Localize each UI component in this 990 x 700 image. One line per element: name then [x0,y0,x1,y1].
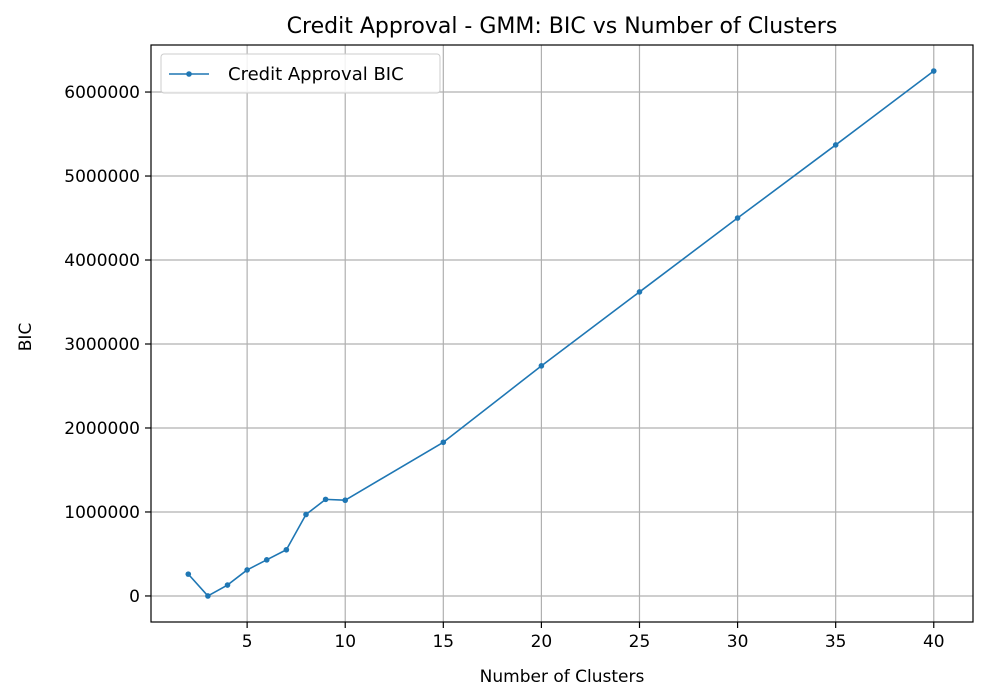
data-point [440,439,447,446]
data-point [322,496,329,503]
y-tick-label: 2000000 [64,419,140,439]
x-tick-label: 10 [334,632,356,652]
y-tick-label: 1000000 [64,503,140,523]
x-tick-label: 30 [727,632,749,652]
data-point [342,497,349,504]
legend-box [160,53,441,94]
data-point [303,511,309,518]
data-point [930,68,937,74]
ticks: 5 10 15 20 25 30 35 40 0 1000000 2000000 3000000 400… [64,83,944,652]
plot-frame [150,44,974,623]
data-point [636,289,643,295]
y-tick-label: 3000000 [64,335,140,355]
data-point [734,215,741,221]
chart-title: Credit Approval - GMM: BIC vs Number of … [287,14,838,39]
legend-entry: Credit Approval BIC [228,64,404,85]
y-axis-label: BIC [16,323,36,352]
y-tick-label: 6000000 [64,83,140,103]
x-tick-label: 35 [825,632,847,652]
x-tick-label: 40 [923,632,945,652]
series-layer [185,68,937,599]
data-point [283,546,290,553]
data-point [263,557,270,563]
data-point [538,363,545,369]
x-tick-label: 5 [242,632,253,652]
y-tick-label: 0 [129,587,140,607]
data-point [244,567,250,573]
y-tick-label: 5000000 [64,167,140,187]
x-tick-label: 25 [629,632,651,652]
x-axis-label: Number of Clusters [480,667,645,687]
data-point [832,142,839,148]
x-tick-label: 20 [531,632,553,652]
data-point [205,593,211,599]
x-tick-label: 15 [432,632,454,652]
legend-marker [186,71,192,77]
legend: Credit Approval BIC [160,53,441,94]
y-tick-label: 4000000 [64,251,140,271]
grid [151,45,973,622]
data-point [224,582,231,588]
data-point [185,571,192,577]
